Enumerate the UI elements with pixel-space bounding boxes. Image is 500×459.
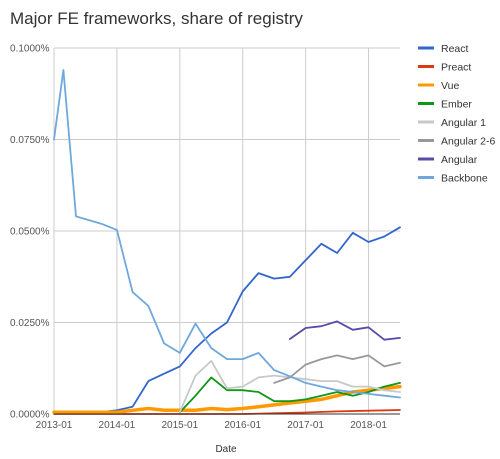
y-tick-label: 0.0500% bbox=[10, 227, 50, 238]
x-tick-label: 2014-01 bbox=[99, 420, 136, 431]
legend-label-vue: Vue bbox=[441, 80, 459, 92]
y-tick-label: 0.0000% bbox=[10, 410, 50, 421]
chart-title: Major FE frameworks, share of registry bbox=[10, 9, 303, 28]
y-tick-label: 0.0750% bbox=[10, 135, 50, 146]
legend-label-backbone: Backbone bbox=[441, 173, 488, 185]
x-axis-label: Date bbox=[215, 444, 237, 455]
series-line-angular bbox=[288, 320, 401, 341]
legend-label-ember: Ember bbox=[441, 99, 472, 111]
series-line-vue bbox=[52, 384, 402, 414]
legend-label-react: React bbox=[441, 43, 469, 55]
legend-label-angular-1: Angular 1 bbox=[441, 117, 486, 129]
y-tick-label: 0.1000% bbox=[10, 44, 50, 55]
series-lines bbox=[52, 69, 402, 415]
axes: 0.0000% 0.0250% 0.0500% 0.0750% 0.1000% 2013-… bbox=[10, 44, 400, 431]
legend-label-angular-2-6: Angular 2-6 bbox=[441, 136, 495, 148]
x-tick-label: 2013-01 bbox=[36, 420, 73, 431]
x-tick-label: 2016-01 bbox=[224, 420, 261, 431]
series-line-backbone bbox=[53, 69, 401, 399]
x-tick-label: 2018-01 bbox=[350, 420, 387, 431]
legend: React Preact Vue Ember Angular 1 Angular 2-6 A… bbox=[418, 43, 495, 185]
y-tick-label: 0.0250% bbox=[10, 318, 50, 329]
x-tick-label: 2017-01 bbox=[287, 420, 324, 431]
legend-label-angular: Angular bbox=[441, 154, 478, 166]
series-line-angular-2-6 bbox=[273, 354, 401, 384]
x-tick-label: 2015-01 bbox=[161, 420, 198, 431]
legend-label-preact: Preact bbox=[441, 62, 471, 74]
